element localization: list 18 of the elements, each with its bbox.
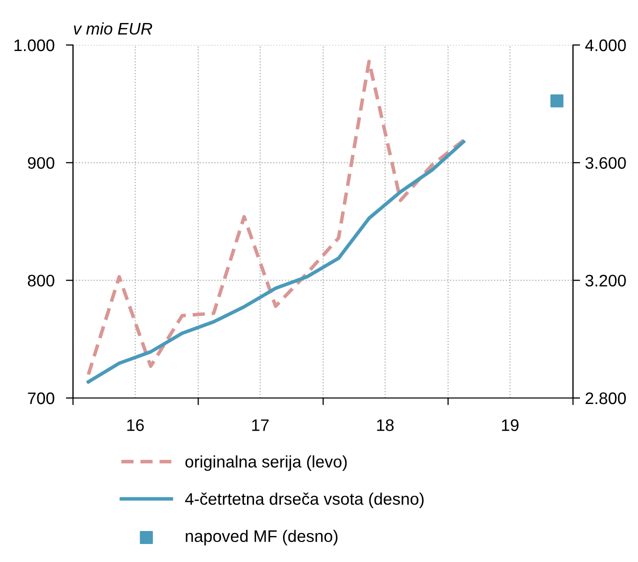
y-tick-label: 900 — [28, 157, 54, 169]
legend-label: napoved MF (desno) — [186, 530, 338, 546]
line-series — [86, 140, 466, 384]
y2-tick-label: 3.200 — [585, 274, 626, 287]
legend-label: originalna serija (levo) — [185, 455, 347, 471]
y-tick-label: 800 — [28, 274, 54, 287]
y2-tick-label: 3.600 — [585, 157, 626, 169]
legend-label: 4-četrtetna drseča vsota (desno) — [185, 492, 424, 508]
line-series — [86, 60, 466, 376]
x-tick-label: 19 — [502, 419, 519, 432]
x-tick-label: 18 — [377, 419, 394, 432]
y2-tick-label: 4.000 — [585, 39, 626, 52]
x-tick-label: 17 — [252, 419, 269, 431]
y-tick-label: 1.000 — [14, 39, 54, 52]
y2-tick-label: 2.800 — [586, 392, 626, 404]
y-axis-title: v mio EUR — [74, 22, 152, 35]
y-tick-label: 700 — [28, 392, 54, 404]
x-tick-label: 16 — [127, 419, 144, 432]
